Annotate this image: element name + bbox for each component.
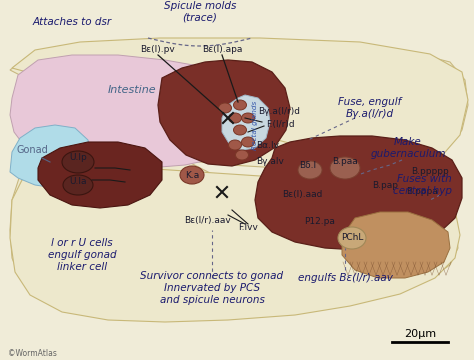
Text: Gonad: Gonad (16, 145, 48, 155)
Text: Bα.lv: Bα.lv (256, 140, 279, 149)
Ellipse shape (241, 113, 255, 123)
Text: U.la: U.la (69, 177, 87, 186)
Text: B.paa: B.paa (332, 158, 358, 166)
Ellipse shape (228, 140, 241, 150)
Ellipse shape (330, 157, 360, 179)
Text: Survivor connects to gonad
Innervated by PCS
and spicule neurons: Survivor connects to gonad Innervated by… (140, 271, 283, 305)
Ellipse shape (234, 100, 246, 110)
Text: l or r U cells
engulf gonad
linker cell: l or r U cells engulf gonad linker cell (48, 238, 116, 271)
Text: B.pap: B.pap (372, 180, 398, 189)
Text: U.lp: U.lp (69, 153, 87, 162)
Text: Bδ.l: Bδ.l (300, 161, 317, 170)
Text: F.lvv: F.lvv (238, 224, 258, 233)
Text: Fuses with
central hyp: Fuses with central hyp (393, 174, 452, 196)
Ellipse shape (63, 175, 93, 195)
Text: 20μm: 20μm (404, 329, 436, 339)
Polygon shape (10, 125, 92, 188)
Ellipse shape (236, 150, 248, 160)
Text: ©WormAtlas: ©WormAtlas (8, 350, 57, 359)
Polygon shape (38, 142, 162, 208)
Ellipse shape (298, 161, 322, 179)
Polygon shape (158, 60, 290, 166)
Ellipse shape (234, 125, 246, 135)
Text: B.pppa: B.pppa (406, 188, 438, 197)
Ellipse shape (338, 227, 366, 249)
Ellipse shape (228, 113, 241, 123)
Text: Attaches to dsr: Attaches to dsr (32, 17, 111, 27)
Ellipse shape (219, 103, 231, 113)
Ellipse shape (180, 166, 204, 184)
Text: Bε(l).pv: Bε(l).pv (141, 45, 175, 54)
Ellipse shape (62, 151, 94, 173)
Polygon shape (10, 44, 468, 320)
Polygon shape (222, 95, 270, 150)
Text: Bε(l).apa: Bε(l).apa (202, 45, 242, 54)
Polygon shape (255, 136, 462, 250)
Text: Bε(l).aad: Bε(l).aad (282, 190, 322, 199)
Text: Fuse, engulf
Bγ.a(l/r)d: Fuse, engulf Bγ.a(l/r)d (338, 97, 401, 119)
Text: Bγ.a(l/r)d: Bγ.a(l/r)d (258, 108, 300, 117)
Polygon shape (342, 212, 450, 278)
Text: Make
gubernaculum: Make gubernaculum (370, 137, 446, 159)
Ellipse shape (241, 137, 255, 147)
Polygon shape (10, 55, 265, 168)
Text: Bγ.alv: Bγ.alv (256, 158, 284, 166)
Text: B.ppppp: B.ppppp (411, 167, 449, 176)
Polygon shape (10, 38, 468, 322)
Text: Intestine: Intestine (108, 85, 156, 95)
Text: engulfs Bε(l/r).aav: engulfs Bε(l/r).aav (298, 273, 392, 283)
Text: PChL: PChL (341, 234, 363, 243)
Text: F.(l/r)d: F.(l/r)d (266, 120, 295, 129)
Text: P12.pa: P12.pa (305, 217, 336, 226)
Text: Spicule molds
(trace): Spicule molds (trace) (164, 1, 236, 23)
Text: Bε(l/r).aav: Bε(l/r).aav (185, 216, 231, 225)
Text: Rectal glands: Rectal glands (252, 100, 258, 150)
Text: K.a: K.a (185, 171, 199, 180)
